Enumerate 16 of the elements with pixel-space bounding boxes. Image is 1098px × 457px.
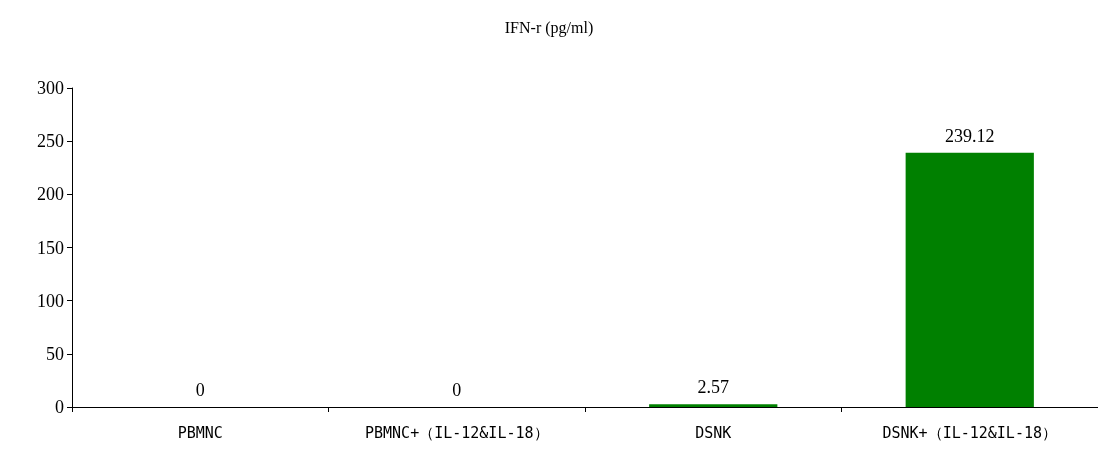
x-tick-label: DSNK: [695, 423, 732, 442]
y-tick-label: 0: [55, 397, 64, 417]
data-label: 0: [195, 380, 205, 400]
y-tick-label: 150: [37, 237, 64, 258]
y-tick-label: 250: [37, 131, 64, 152]
y-tick-label: 50: [46, 343, 64, 364]
x-tick-label: PBMNC: [177, 423, 223, 442]
data-label: 0: [452, 380, 462, 400]
y-tick-label: 100: [37, 290, 64, 311]
x-tick-label: DSNK+（IL-12&IL-18）: [882, 423, 1057, 442]
data-label: 2.57: [697, 377, 729, 398]
y-tick-label: 200: [37, 184, 64, 205]
data-label: 239.12: [945, 125, 995, 146]
y-tick-label: 300: [37, 78, 64, 98]
x-tick-label: PBMNC+（IL-12&IL-18）: [364, 423, 549, 442]
chart-title: IFN-r (pg/ml): [504, 18, 594, 37]
